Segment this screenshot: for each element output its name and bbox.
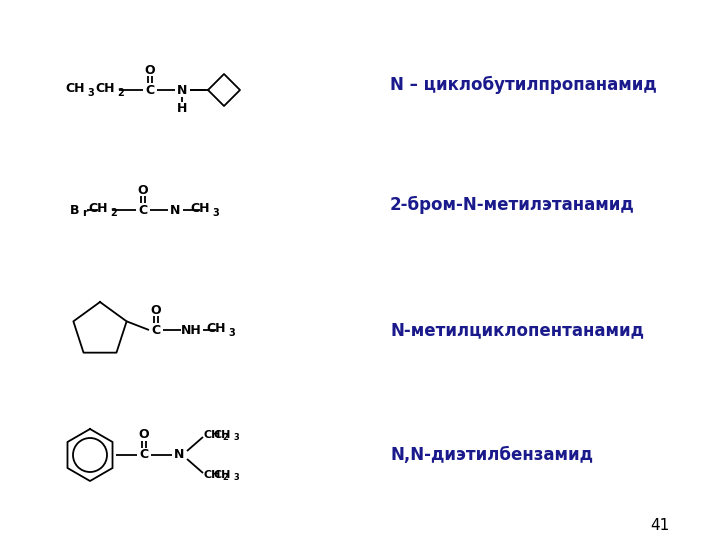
Text: 2: 2 (222, 434, 228, 442)
Text: 2: 2 (117, 88, 124, 98)
Text: N: N (170, 204, 180, 217)
Text: CH: CH (214, 470, 231, 480)
Text: 3: 3 (233, 474, 239, 483)
Text: CH: CH (96, 82, 115, 94)
Text: CH: CH (191, 201, 210, 214)
Text: C: C (140, 449, 148, 462)
Text: CH: CH (89, 201, 108, 214)
Text: CH: CH (214, 430, 231, 440)
Text: O: O (145, 64, 156, 77)
Text: r: r (82, 208, 88, 218)
Text: C: C (151, 323, 161, 336)
Text: 41: 41 (650, 517, 670, 532)
Text: 2: 2 (110, 208, 117, 218)
Text: 3: 3 (228, 328, 235, 338)
Text: 3: 3 (87, 88, 94, 98)
Text: CH: CH (204, 470, 221, 480)
Text: 3: 3 (233, 434, 239, 442)
Text: O: O (139, 429, 149, 442)
Text: 3: 3 (212, 208, 219, 218)
Text: CH: CH (66, 82, 85, 94)
Text: CH: CH (207, 321, 226, 334)
Text: C: C (145, 84, 155, 97)
Text: N,N-диэтилбензамид: N,N-диэтилбензамид (390, 446, 593, 464)
Text: 2: 2 (222, 474, 228, 483)
Text: O: O (138, 184, 148, 197)
Text: 2-бром-N-метилэтанамид: 2-бром-N-метилэтанамид (390, 196, 635, 214)
Text: B: B (71, 204, 80, 217)
Text: H: H (177, 102, 187, 114)
Text: N: N (177, 84, 187, 97)
Text: N-метилциклопентанамид: N-метилциклопентанамид (390, 321, 644, 339)
Text: C: C (138, 204, 148, 217)
Text: NH: NH (181, 323, 202, 336)
Text: N – циклобутилпропанамид: N – циклобутилпропанамид (390, 76, 657, 94)
Text: N: N (174, 449, 184, 462)
Text: O: O (150, 303, 161, 316)
Text: CH: CH (204, 430, 221, 440)
